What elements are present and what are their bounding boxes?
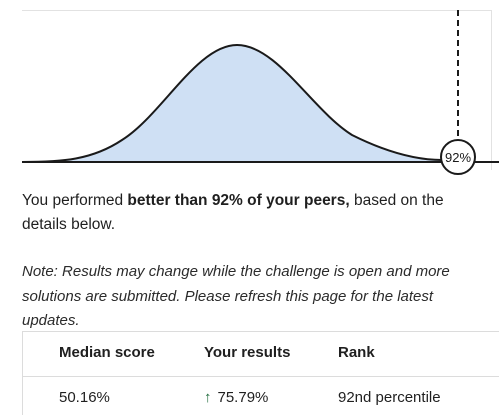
- percentile-marker-circle: [440, 139, 476, 175]
- percentile-marker-label: 92%: [445, 150, 471, 165]
- table-header-row: Median score Your results Rank: [23, 332, 499, 376]
- distribution-area: [22, 45, 442, 162]
- summary-prefix: You performed: [22, 192, 128, 209]
- table-row: 50.16% ↑ 75.79% 92nd percentile: [23, 376, 499, 415]
- distribution-chart-frame: [22, 10, 492, 170]
- results-note: Note: Results may change while the chall…: [22, 263, 450, 329]
- median-score-value: 50.16%: [59, 389, 110, 406]
- performance-summary: You performed better than 92% of your pe…: [22, 189, 487, 237]
- distribution-curve: [21, 43, 443, 163]
- your-results-value: 75.79%: [217, 389, 269, 406]
- your-results-cell: ↑ 75.79%: [204, 389, 268, 406]
- results-table: Median score Your results Rank 50.16% ↑ 7…: [22, 331, 499, 415]
- header-rank: Rank: [338, 344, 375, 361]
- arrow-up-icon: ↑: [204, 389, 212, 406]
- header-median-score: Median score: [59, 344, 155, 361]
- rank-value: 92nd percentile: [338, 389, 441, 406]
- summary-highlight: better than 92% of your peers,: [127, 192, 350, 209]
- header-your-results: Your results: [204, 344, 291, 361]
- summary-suffix: based on the details below.: [22, 192, 444, 233]
- distribution-chart: 92%: [21, 10, 499, 175]
